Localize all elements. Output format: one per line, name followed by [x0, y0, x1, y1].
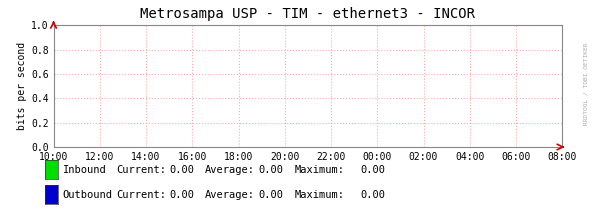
- Text: Average:: Average:: [205, 190, 255, 200]
- Text: Maximum:: Maximum:: [295, 190, 345, 200]
- Text: Average:: Average:: [205, 165, 255, 175]
- Text: Maximum:: Maximum:: [295, 165, 345, 175]
- Text: 0.00: 0.00: [259, 190, 284, 200]
- Text: Current:: Current:: [116, 190, 166, 200]
- Text: Inbound: Inbound: [62, 165, 107, 175]
- Y-axis label: bits per second: bits per second: [17, 42, 27, 130]
- Text: RRDTOOL / TOBI OETIKER: RRDTOOL / TOBI OETIKER: [584, 43, 588, 125]
- Title: Metrosampa USP - TIM - ethernet3 - INCOR: Metrosampa USP - TIM - ethernet3 - INCOR: [140, 7, 475, 21]
- Text: 0.00: 0.00: [360, 190, 385, 200]
- Text: 0.00: 0.00: [360, 165, 385, 175]
- Text: 0.00: 0.00: [170, 165, 195, 175]
- Text: Outbound: Outbound: [62, 190, 112, 200]
- Text: 0.00: 0.00: [259, 165, 284, 175]
- Text: Current:: Current:: [116, 165, 166, 175]
- Text: 0.00: 0.00: [170, 190, 195, 200]
